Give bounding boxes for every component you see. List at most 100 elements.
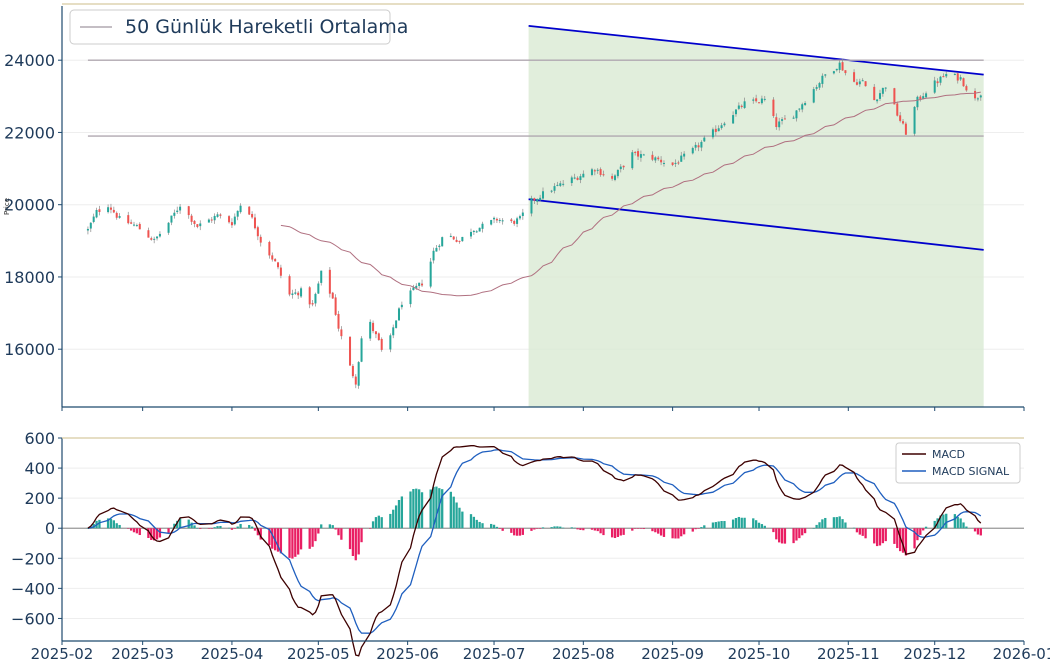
histogram-bar — [417, 489, 421, 529]
histogram-bar — [138, 528, 141, 536]
candle-body — [369, 321, 372, 339]
candle-body — [979, 95, 982, 98]
candle-body — [651, 154, 654, 160]
candle-body — [893, 88, 896, 105]
candle-body — [314, 293, 317, 304]
candle-body — [896, 103, 899, 116]
candle-body — [210, 219, 213, 221]
histogram-bar — [392, 509, 395, 529]
candle-body — [772, 99, 775, 117]
candle-body — [219, 214, 222, 216]
candle-body — [781, 119, 784, 121]
histogram-bar — [599, 528, 602, 534]
candle-body — [256, 227, 259, 237]
candle-body — [112, 209, 115, 213]
candle-body — [118, 216, 121, 218]
histogram-bar — [642, 528, 645, 530]
candle-body — [694, 144, 697, 148]
histogram-bar — [610, 528, 614, 538]
candle-body — [516, 218, 519, 224]
candle-body — [150, 238, 153, 240]
histogram-bar — [412, 489, 415, 529]
candle-body — [881, 87, 884, 94]
histogram-bar — [86, 528, 90, 529]
histogram-bar — [173, 523, 176, 529]
x-tick-label: 2025-06 — [376, 645, 439, 663]
candle-body — [279, 267, 282, 276]
histogram-bar — [778, 528, 781, 543]
candle-body — [959, 77, 962, 80]
histogram-bar — [340, 528, 343, 540]
histogram-bar — [320, 524, 323, 529]
histogram-bar — [230, 528, 234, 530]
histogram-bar — [818, 522, 821, 529]
histogram-bar — [248, 524, 251, 529]
histogram-bar — [288, 528, 291, 558]
candle-body — [824, 74, 827, 76]
histogram-bar — [671, 528, 674, 539]
candle-body — [478, 227, 481, 232]
candle-body — [239, 205, 242, 213]
histogram-bar — [757, 522, 761, 529]
candle-body — [253, 217, 256, 229]
histogram-bar — [711, 522, 715, 529]
candle-body — [337, 313, 340, 329]
histogram-bar — [792, 528, 795, 544]
histogram-bar — [510, 528, 513, 533]
candle-body — [703, 137, 706, 142]
x-tick-label: 2025-10 — [728, 645, 791, 663]
histogram-bar — [559, 526, 562, 529]
candle-body — [804, 103, 807, 105]
histogram-bar — [227, 527, 231, 529]
y-tick-label: 400 — [24, 459, 55, 478]
candle-body — [452, 236, 455, 240]
candle-body — [458, 240, 461, 242]
histogram-bar — [616, 528, 620, 537]
histogram-bar — [438, 488, 441, 529]
candle-body — [553, 186, 556, 191]
candle-body — [92, 216, 95, 222]
candle-body — [812, 89, 815, 103]
histogram-bar — [187, 519, 190, 529]
histogram-bar — [924, 526, 928, 529]
candle-body — [844, 70, 847, 74]
x-tick-label: 2025-04 — [201, 645, 264, 663]
histogram-bar — [331, 525, 334, 529]
candle-body — [438, 245, 441, 248]
histogram-bar — [155, 528, 159, 540]
histogram-bar — [697, 528, 700, 529]
x-tick-label: 2025-09 — [641, 645, 704, 663]
candle-body — [115, 212, 118, 218]
candle-body — [622, 165, 625, 168]
candle-body — [717, 128, 720, 132]
histogram-bar — [455, 502, 458, 529]
candle-body — [559, 183, 562, 186]
histogram-bar — [939, 515, 942, 529]
histogram-bar — [740, 517, 743, 529]
candle-body — [130, 222, 133, 224]
histogram-bar — [965, 526, 968, 529]
candle-body — [354, 376, 357, 385]
candle-body — [132, 224, 136, 226]
candle-body — [481, 223, 484, 229]
histogram-bar — [754, 520, 758, 529]
histogram-bar — [348, 528, 352, 550]
candle-body — [228, 216, 231, 223]
macd-signal-line — [87, 449, 982, 634]
histogram-bar — [838, 516, 841, 529]
histogram-bar — [360, 528, 363, 543]
candle-body — [634, 151, 637, 153]
y-axis-label: Price — [3, 198, 11, 215]
y-tick-label: 24000 — [4, 51, 55, 70]
histogram-bar — [472, 516, 476, 529]
candle-body — [331, 292, 334, 299]
candle-body — [372, 322, 375, 332]
candle-body — [510, 219, 513, 222]
candle-body — [740, 105, 743, 107]
histogram-bar — [904, 528, 908, 556]
histogram-bar — [884, 528, 887, 542]
histogram-bar — [723, 521, 726, 529]
histogram-bar — [760, 524, 764, 529]
histogram-bar — [533, 528, 536, 530]
candle-body — [899, 115, 902, 121]
